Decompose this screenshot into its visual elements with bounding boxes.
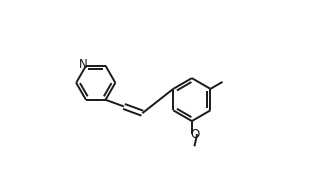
Text: O: O bbox=[190, 128, 200, 141]
Text: N: N bbox=[79, 58, 88, 71]
